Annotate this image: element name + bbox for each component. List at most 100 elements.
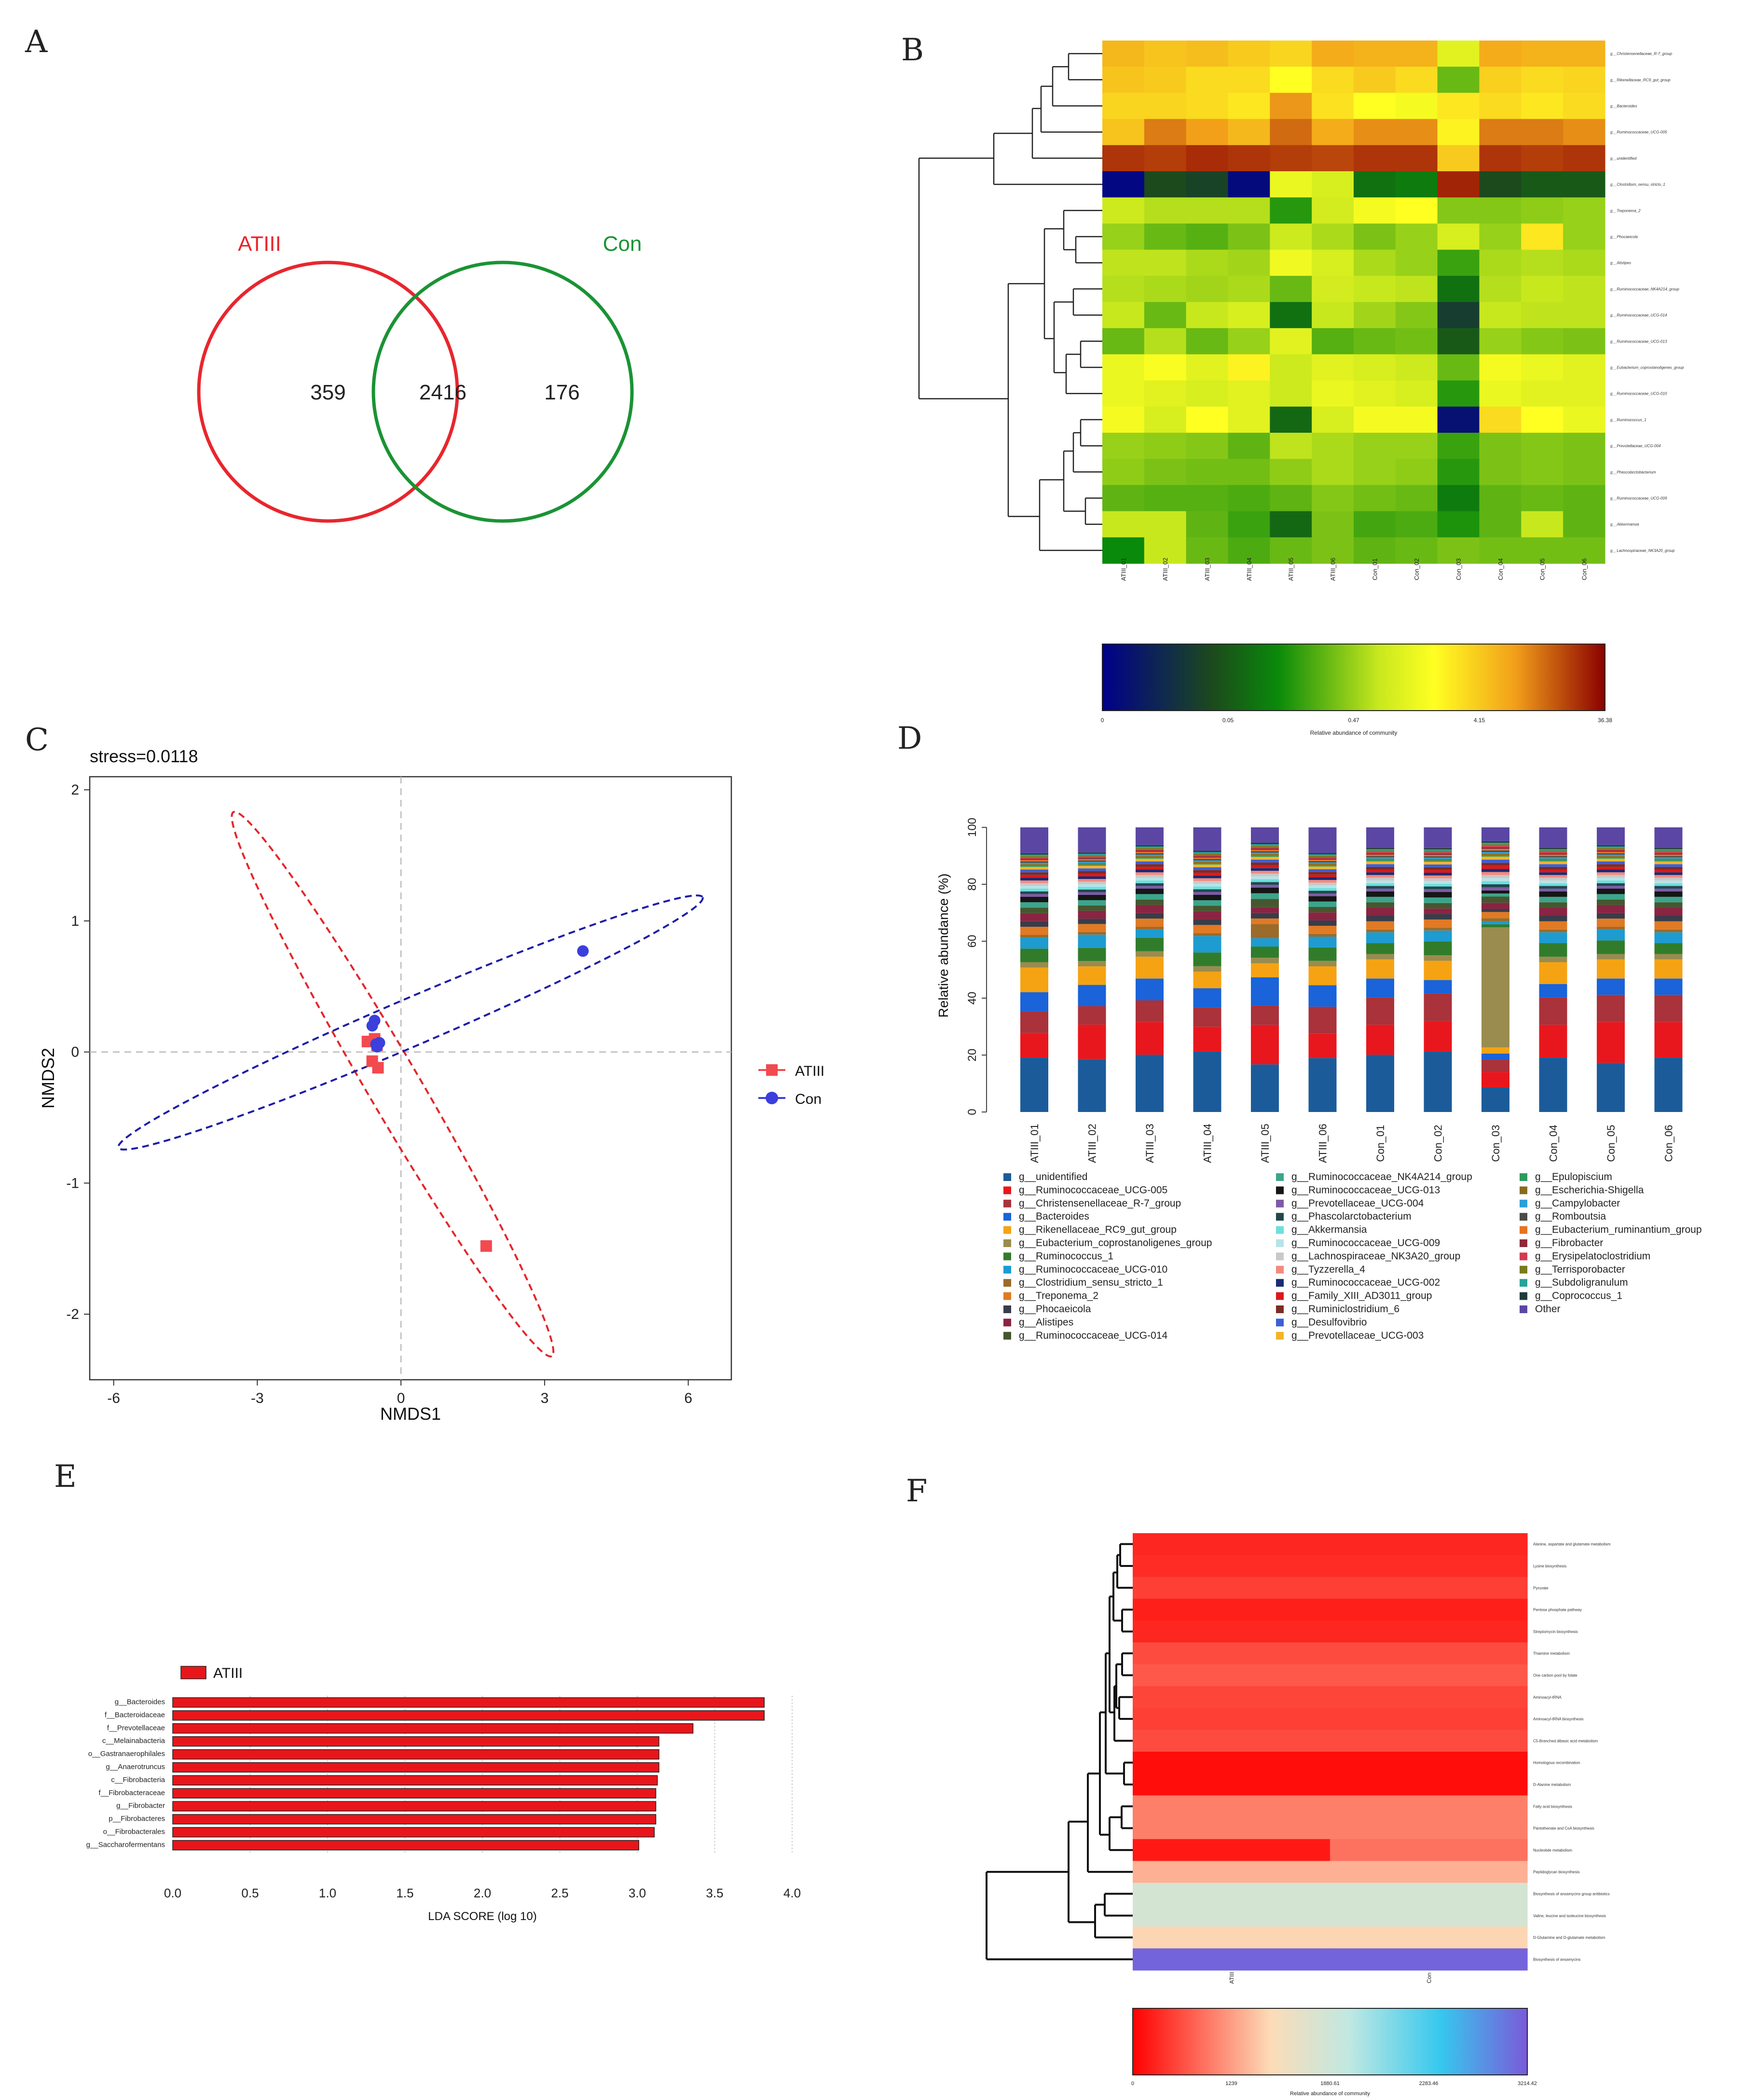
heatmap-b-cell bbox=[1521, 171, 1564, 198]
heatmap-f-cell bbox=[1133, 1926, 1331, 1949]
heatmap-b-cell bbox=[1144, 67, 1187, 93]
stacked-bar-segment bbox=[1539, 921, 1567, 930]
stacked-bar-segment bbox=[1020, 891, 1048, 894]
heatmap-b-cell bbox=[1102, 41, 1145, 67]
stacked-bar-segment bbox=[1481, 878, 1509, 881]
heatmap-f-colorbar-label: Relative abundance of community bbox=[1290, 2091, 1370, 2097]
heatmap-f-cell bbox=[1330, 1905, 1528, 1927]
heatmap-f-cell bbox=[1133, 1642, 1331, 1665]
heatmap-b-cell bbox=[1563, 119, 1605, 146]
heatmap-b-cell bbox=[1312, 511, 1354, 538]
stacked-bar-segment bbox=[1597, 848, 1625, 850]
stacked-bar-segment bbox=[1308, 864, 1337, 865]
stacked-bar-segment bbox=[1424, 855, 1452, 856]
stacked-bar-segment bbox=[1597, 853, 1625, 855]
heatmap-b-cell bbox=[1186, 41, 1229, 67]
stacked-bar-legend-label: g__Ruminiclostridium_6 bbox=[1291, 1304, 1399, 1315]
stacked-bar-segment bbox=[1078, 874, 1106, 877]
stacked-bar-segment bbox=[1597, 1063, 1625, 1112]
heatmap-b-col-label: ATIII_01 bbox=[1120, 558, 1127, 581]
heatmap-f-cell bbox=[1330, 1752, 1528, 1774]
stacked-bar-legend-label: g__Prevotellaceae_UCG-004 bbox=[1291, 1198, 1424, 1209]
stacked-bar-segment bbox=[1481, 841, 1509, 843]
heatmap-f-cell bbox=[1133, 1620, 1331, 1643]
stacked-bar-segment bbox=[1136, 937, 1164, 951]
stacked-bar-segment bbox=[1078, 934, 1106, 948]
heatmap-f-row-label: Nucleotide metabolism bbox=[1533, 1848, 1572, 1853]
stacked-bar-legend-swatch bbox=[1003, 1252, 1011, 1261]
stacked-bar-segment bbox=[1308, 966, 1337, 986]
stacked-bar-segment bbox=[1597, 927, 1625, 930]
stacked-bar-legend: g__unidentified g__Ruminococcaceae_UCG-00… bbox=[1003, 1171, 1702, 1341]
stacked-bar-segment bbox=[1539, 872, 1567, 875]
heatmap-b-cell bbox=[1186, 197, 1229, 224]
stacked-bar-segment bbox=[1308, 854, 1337, 856]
heatmap-b-colorbar-label: Relative abundance of community bbox=[1310, 729, 1398, 736]
heatmap-b-cell bbox=[1228, 354, 1270, 381]
stacked-bar-segment bbox=[1539, 880, 1567, 883]
lda-legend-swatch bbox=[180, 1666, 206, 1679]
heatmap-b-cells bbox=[1102, 41, 1605, 564]
stacked-bar-segment bbox=[1078, 919, 1106, 924]
heatmap-b-cell bbox=[1353, 459, 1396, 485]
stacked-bar-segment bbox=[1020, 853, 1048, 855]
nmds-x-tick-label: -6 bbox=[107, 1390, 120, 1406]
heatmap-b-cell bbox=[1270, 67, 1312, 93]
heatmap-b-cell bbox=[1102, 354, 1145, 381]
stacked-bar-legend-label: g__Phocaeicola bbox=[1019, 1304, 1091, 1315]
stacked-bar-segment bbox=[1193, 870, 1221, 873]
heatmap-b-cell bbox=[1144, 354, 1187, 381]
stacked-bar-segment bbox=[1597, 899, 1625, 905]
heatmap-b-cell bbox=[1228, 171, 1270, 198]
stacked-bar-segment bbox=[1251, 1025, 1279, 1065]
stacked-bar-legend-label: g__Campylobacter bbox=[1535, 1198, 1620, 1209]
stacked-bar-segment bbox=[1020, 883, 1048, 886]
lda-category-label: g__Fibrobacter bbox=[116, 1802, 165, 1810]
stacked-bar-x-label: Con_01 bbox=[1374, 1125, 1386, 1162]
stacked-bar-legend-swatch bbox=[1276, 1279, 1284, 1287]
stacked-bar-segment bbox=[1539, 889, 1567, 892]
lda-category-label: g__Saccharofermentans bbox=[86, 1840, 165, 1849]
heatmap-b-cell bbox=[1312, 93, 1354, 120]
heatmap-b-colorbar-tick: 4.15 bbox=[1474, 717, 1485, 724]
heatmap-b-cell bbox=[1312, 223, 1354, 250]
stacked-bar-segment bbox=[1308, 961, 1337, 967]
stacked-bar-segment bbox=[1308, 865, 1337, 867]
stacked-bar-segment bbox=[1308, 1058, 1337, 1112]
stacked-bar-segment bbox=[1193, 873, 1221, 876]
stacked-bar-segment bbox=[1424, 848, 1452, 850]
stacked-bar-legend-label: g__Family_XIII_AD3011_group bbox=[1291, 1290, 1432, 1302]
nmds-points bbox=[361, 945, 589, 1252]
stacked-bar-segment bbox=[1308, 933, 1337, 937]
stacked-bar-segment bbox=[1193, 886, 1221, 890]
stacked-bar-legend-label: g__Escherichia-Shigella bbox=[1535, 1184, 1644, 1195]
stacked-bar-segment bbox=[1654, 921, 1683, 930]
heatmap-b-cell bbox=[1563, 459, 1605, 485]
stacked-bar-segment bbox=[1193, 862, 1221, 864]
stacked-bar-segment bbox=[1308, 860, 1337, 861]
stacked-bar-segment bbox=[1136, 1055, 1164, 1112]
lda-category-labels: g__Bacteroides f__Bacteroidaceae f__Prevot… bbox=[86, 1698, 165, 1849]
stacked-bar-segment bbox=[1251, 852, 1279, 854]
heatmap-b-cell bbox=[1186, 380, 1229, 407]
stacked-bar-segment bbox=[1539, 984, 1567, 998]
heatmap-b-cell bbox=[1395, 93, 1438, 120]
stacked-bar-segment bbox=[1424, 897, 1452, 903]
stacked-bar-legend-swatch bbox=[1520, 1292, 1527, 1300]
stacked-bar-segment bbox=[1424, 870, 1452, 873]
stacked-bar-segment bbox=[1251, 827, 1279, 843]
stacked-bar-segment bbox=[1078, 876, 1106, 879]
stacked-bar-segment bbox=[1481, 842, 1509, 845]
heatmap-b-cell bbox=[1479, 511, 1522, 538]
heatmap-b-cell bbox=[1563, 433, 1605, 459]
heatmap-f-cell bbox=[1330, 1533, 1528, 1555]
stacked-bar-segment bbox=[1366, 853, 1394, 855]
lda-bars bbox=[172, 1697, 765, 1851]
heatmap-b-cell bbox=[1228, 197, 1270, 224]
heatmap-b-cell bbox=[1102, 67, 1145, 93]
stacked-bar-segment bbox=[1481, 850, 1509, 852]
stacked-bar-segment bbox=[1136, 880, 1164, 883]
stacked-bar-segment bbox=[1193, 855, 1221, 856]
stacked-bar-segment bbox=[1193, 972, 1221, 988]
stacked-bar-segment bbox=[1020, 860, 1048, 862]
